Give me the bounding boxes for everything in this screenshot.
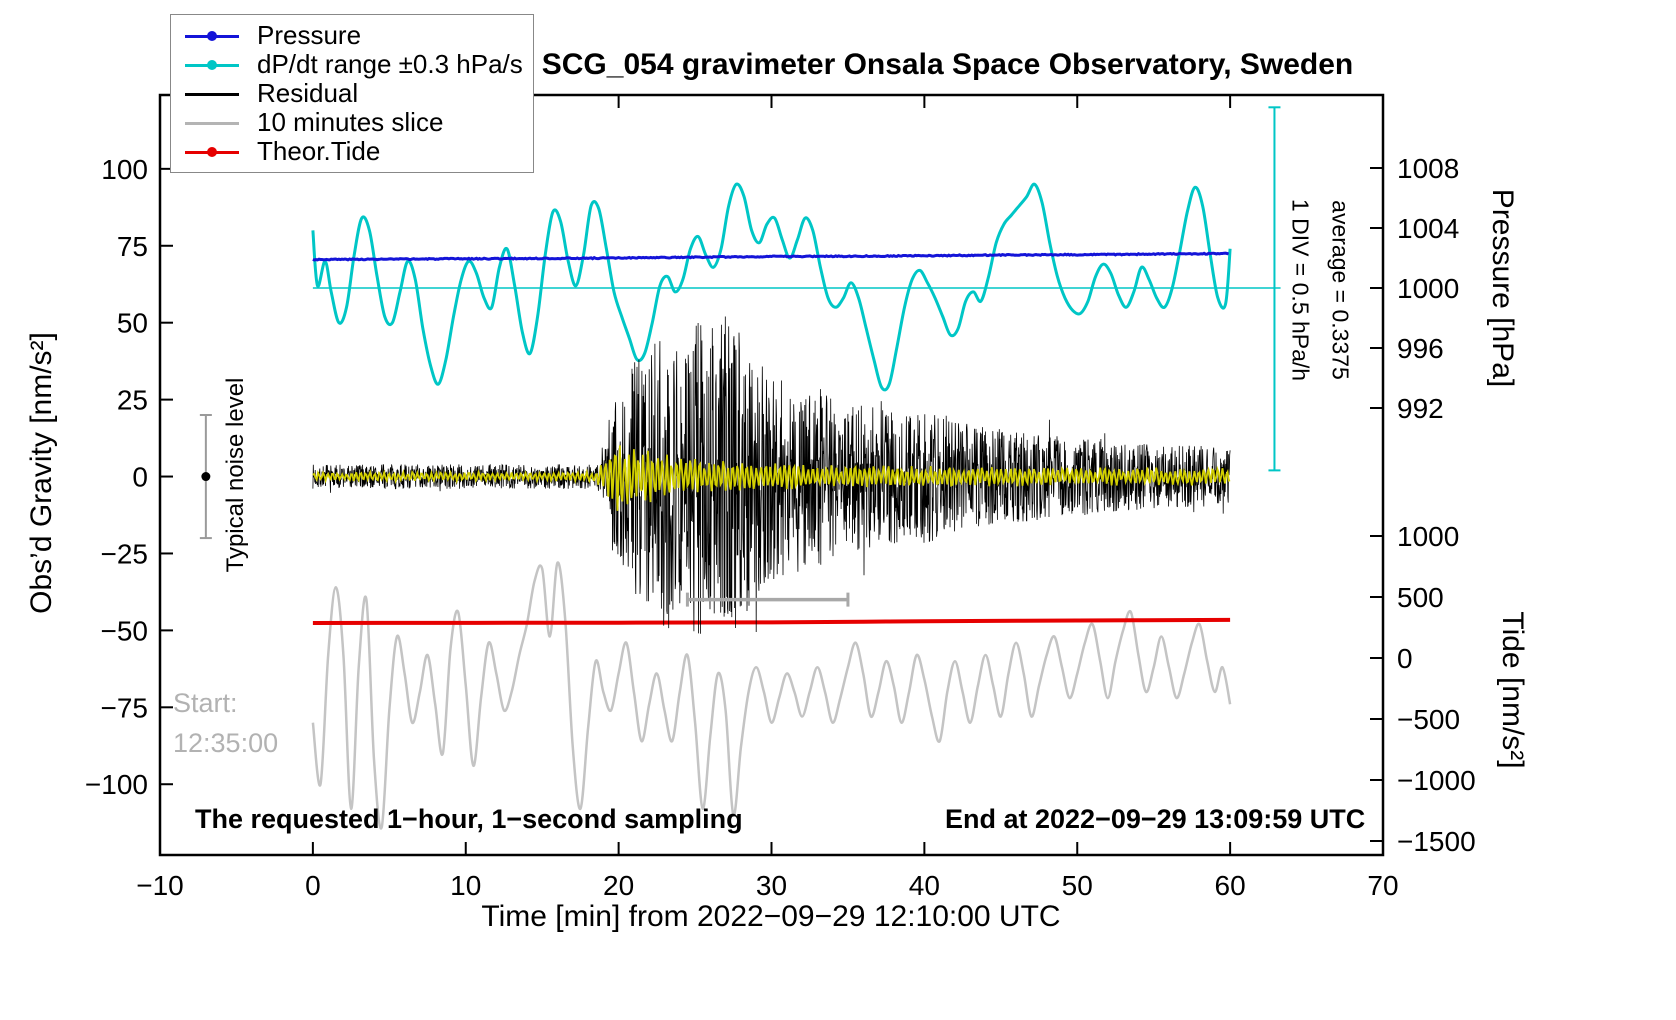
- tide-tick-label: −1500: [1397, 826, 1476, 857]
- x-tick-label: 50: [1062, 870, 1093, 901]
- gravity-tick-label: −100: [85, 769, 148, 800]
- tide-axis-label: Tide [nm/s²]: [1496, 611, 1529, 769]
- gravity-tick-label: 50: [117, 308, 148, 339]
- x-tick-label: 40: [909, 870, 940, 901]
- pressure-tick-label: 996: [1397, 333, 1444, 364]
- x-tick-label: 70: [1367, 870, 1398, 901]
- legend-marker-icon: [181, 57, 243, 73]
- average-note: average = 0.3375: [1327, 200, 1354, 380]
- gravity-tick-label: 25: [117, 385, 148, 416]
- legend-label: Residual: [257, 78, 359, 108]
- tide-trace: [312, 617, 1231, 625]
- end-note: End at 2022−09−29 13:09:59 UTC: [945, 804, 1366, 834]
- x-tick-label: 10: [450, 870, 481, 901]
- gravity-tick-label: −50: [101, 615, 149, 646]
- legend: Pressure dP/dt range ±0.3 hPa/s Residual 10…: [170, 14, 534, 173]
- legend-item-4: Theor.Tide: [181, 136, 533, 166]
- legend-marker-icon: [181, 144, 243, 160]
- x-axis-label: Time [min] from 2022−09−29 12:10:00 UTC: [481, 900, 1061, 933]
- tide-tick-label: −500: [1397, 704, 1460, 735]
- legend-marker-icon: [181, 86, 243, 102]
- gravity-axis-label: Obs’d Gravity [nm/s²]: [25, 332, 58, 614]
- start-time: 12:35:00: [173, 728, 279, 758]
- legend-label: 10 minutes slice: [257, 107, 444, 137]
- dpdt-trace: [311, 182, 1232, 392]
- pressure-tick-label: 1000: [1397, 273, 1459, 304]
- filtered-residual-trace: [312, 445, 1231, 511]
- chart-title: SCG_054 gravimeter Onsala Space Observat…: [541, 48, 1354, 81]
- pressure-trace: [312, 251, 1229, 262]
- legend-item-0: Pressure: [181, 20, 533, 50]
- slice-trace: [311, 561, 1232, 830]
- sampling-note: The requested 1−hour, 1−second sampling: [195, 804, 743, 834]
- legend-item-2: Residual: [181, 78, 533, 108]
- gravity-tick-label: 0: [132, 462, 148, 493]
- legend-label: Pressure: [257, 20, 362, 50]
- pressure-tick-label: 1008: [1397, 153, 1459, 184]
- noise-level-label: Typical noise level: [222, 377, 249, 573]
- legend-label: Theor.Tide: [257, 136, 381, 166]
- pressure-tick-label: 992: [1397, 393, 1444, 424]
- legend-item-1: dP/dt range ±0.3 hPa/s: [181, 49, 533, 79]
- x-tick-label: 20: [603, 870, 634, 901]
- gravity-tick-label: −25: [101, 538, 149, 569]
- noise-marker-dot: [201, 472, 211, 482]
- start-label: Start:: [173, 688, 238, 718]
- gravity-tick-label: 100: [101, 154, 148, 185]
- tide-tick-label: 500: [1397, 582, 1444, 613]
- legend-marker-icon: [181, 28, 243, 44]
- x-tick-label: 30: [756, 870, 787, 901]
- tide-tick-label: 0: [1397, 643, 1413, 674]
- gravity-tick-label: 75: [117, 231, 148, 262]
- tide-tick-label: −1000: [1397, 765, 1476, 796]
- legend-item-3: 10 minutes slice: [181, 107, 533, 137]
- div-scale-note: 1 DIV = 0.5 hPa/h: [1287, 198, 1314, 382]
- tide-tick-label: 1000: [1397, 521, 1459, 552]
- pressure-axis-label: Pressure [hPa]: [1486, 188, 1519, 388]
- gravity-tick-label: −75: [101, 692, 149, 723]
- x-tick-label: 60: [1215, 870, 1246, 901]
- legend-label: dP/dt range ±0.3 hPa/s: [257, 49, 523, 79]
- legend-marker-icon: [181, 115, 243, 131]
- pressure-tick-label: 1004: [1397, 213, 1459, 244]
- x-tick-label: 0: [305, 870, 321, 901]
- x-tick-label: −10: [136, 870, 184, 901]
